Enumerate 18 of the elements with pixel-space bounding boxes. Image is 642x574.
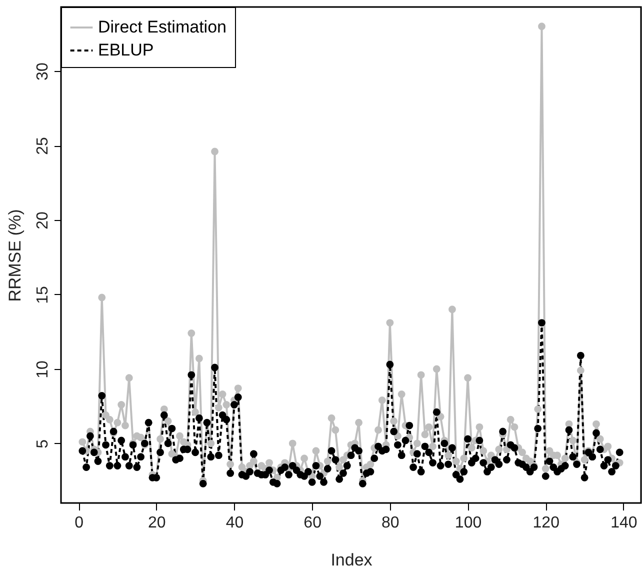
- legend-label: EBLUP: [98, 40, 154, 60]
- x-tick-label: 80: [382, 514, 400, 532]
- x-tick-label: 60: [304, 514, 322, 532]
- legend-label: Direct Estimation: [98, 18, 226, 36]
- y-tick-label: 10: [34, 360, 52, 378]
- y-tick-label: 5: [34, 439, 52, 448]
- y-axis-title: RRMSE (%): [6, 209, 24, 302]
- y-tick-label: 25: [34, 137, 52, 155]
- x-tick-label: 140: [610, 514, 638, 532]
- x-tick-label: 120: [532, 514, 560, 532]
- y-tick-label: 15: [34, 286, 52, 304]
- x-tick-label: 0: [74, 514, 84, 532]
- y-tick-label: 30: [34, 62, 52, 80]
- x-axis-title: Index: [330, 550, 373, 570]
- x-tick-label: 20: [148, 514, 166, 532]
- x-tick-label: 40: [226, 514, 244, 532]
- y-tick-label: 20: [34, 211, 52, 230]
- x-tick-label: 100: [454, 514, 482, 532]
